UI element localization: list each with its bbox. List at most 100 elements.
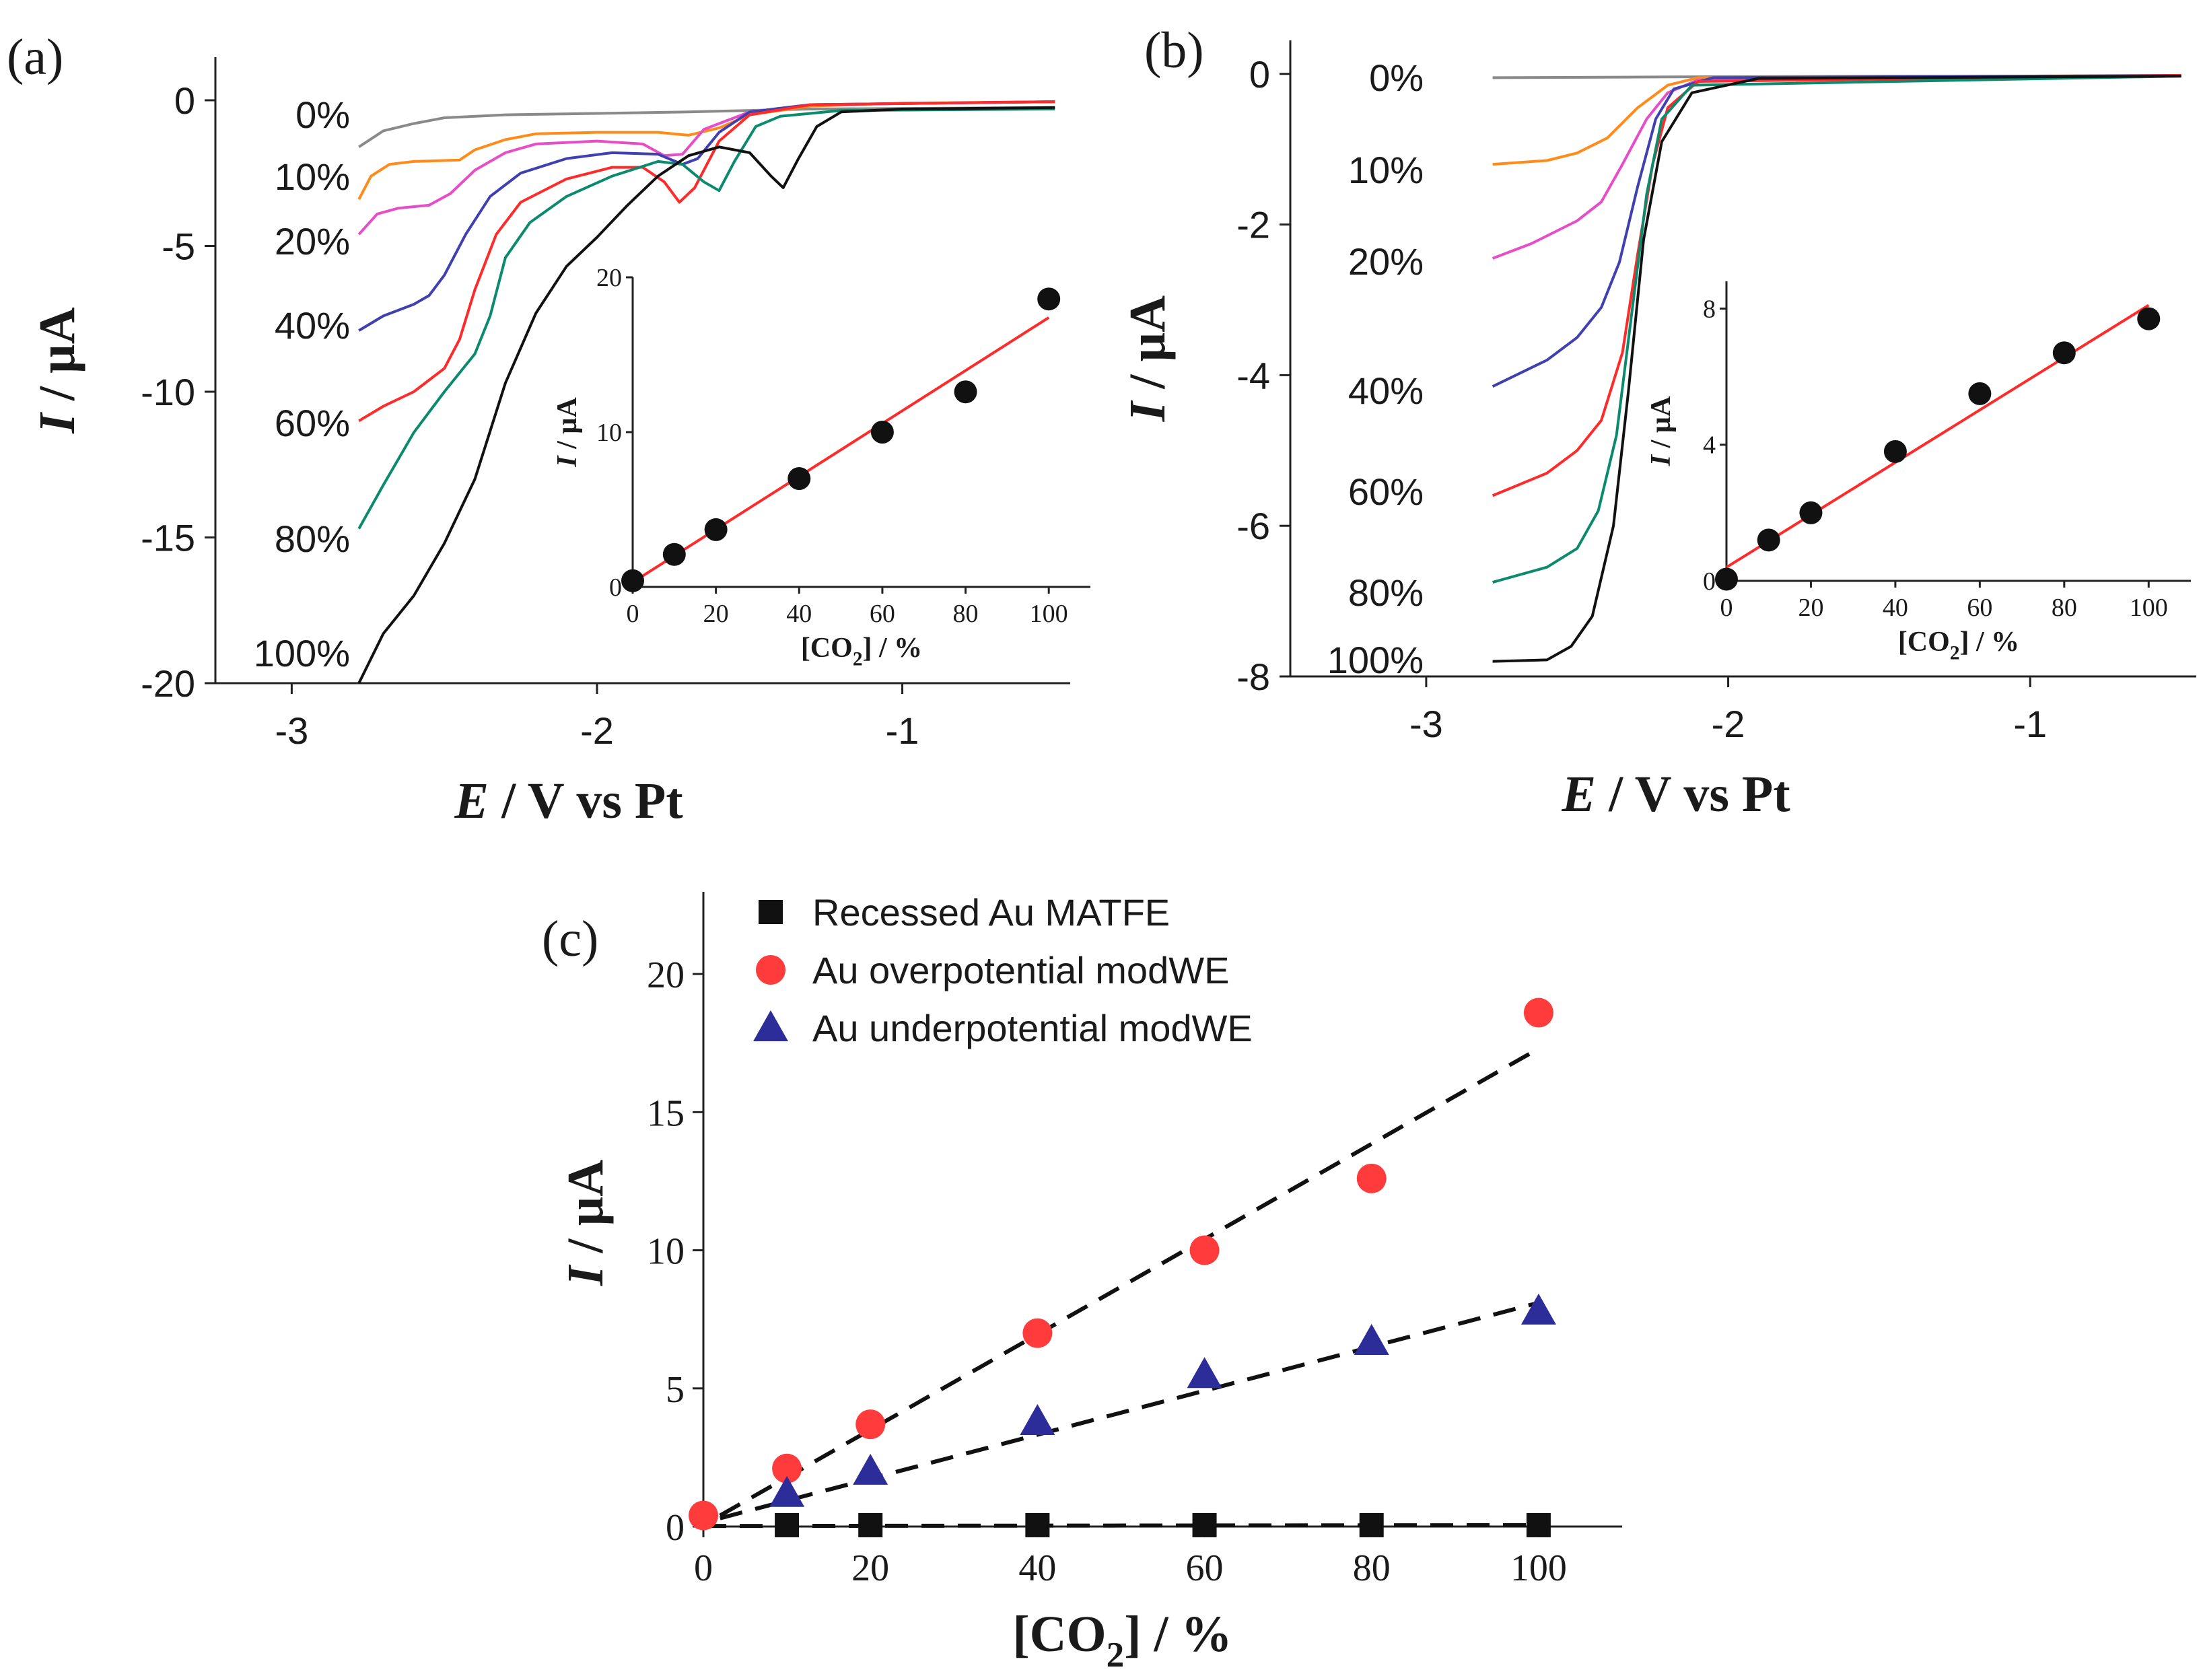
inset-y-tick-label: 10 [596,419,622,447]
inset-x-tick-label: 20 [703,600,729,628]
curve-label: 40% [275,304,350,347]
curve-20pct [357,100,1055,236]
data-point-circle [855,1409,886,1440]
legend-label: Au underpotential modWE [812,1007,1253,1049]
x-tick-label: 40 [1018,1547,1056,1589]
inset-y-tick-label: 8 [1703,295,1716,323]
inset-y-axis-title: I / µA [1646,396,1677,466]
curve-label: 10% [275,155,350,198]
curve-label: 80% [275,518,350,560]
inset-data-point [870,421,894,444]
inset-x-tick-label: 80 [2052,594,2077,622]
curve-40pct [1492,74,2181,388]
x-tick-label: -3 [275,709,308,752]
y-tick-label: -4 [1236,354,1270,396]
inset-data-point [2137,307,2161,330]
inset-data-point [2052,341,2076,365]
y-axis-title: I / µA [557,1160,614,1286]
inset-data-point [1757,528,1780,552]
inset-y-tick-label: 20 [596,264,622,292]
data-point-square [1192,1512,1217,1537]
curve-label: 80% [1348,571,1424,614]
curve-label: 60% [275,402,350,444]
y-tick-label: -2 [1236,204,1270,246]
inset-data-point [788,467,811,490]
x-tick-label: -1 [2013,703,2047,745]
inset-x-tick-label: 0 [1720,594,1733,622]
curve-10pct [1492,74,2181,166]
legend-label: Au overpotential modWE [812,949,1229,991]
curve-label: 0% [295,94,350,136]
inset-data-point [662,542,686,566]
x-tick-label: 0 [694,1547,713,1589]
panel-c: 0 5 10 15 20 0 20 40 60 80 100 Recessed Au MATFE Au … [542,891,1622,1675]
y-tick-label: 0 [1249,53,1270,96]
curve-80pct [357,108,1055,530]
y-axis-title: I / µA [29,307,85,433]
data-point-triangle [1020,1404,1055,1436]
inset-data-point [1968,382,1992,405]
data-point-square [1025,1512,1050,1537]
legend-marker-square [759,900,783,924]
x-tick-label: -2 [1712,703,1745,745]
data-point-triangle [769,1475,805,1507]
data-point-circle [1022,1318,1053,1348]
curve-label: 60% [1348,470,1424,513]
legend-marker-triangle [753,1010,788,1041]
inset-x-tick-label: 60 [870,600,895,628]
curve-40pct [358,100,1055,332]
inset-y-tick-label: 0 [1703,567,1716,596]
inset-y-axis-title: I / µA [552,397,583,468]
x-axis-title: E / V vs Pt [454,773,683,829]
curve-60pct [1492,74,2181,497]
data-point-triangle [853,1453,888,1485]
panel-label: (b) [1144,22,1204,79]
data-point-square [858,1512,883,1537]
curve-100pct [357,106,1055,684]
inset-x-tick-label: 80 [953,600,979,628]
legend-label: Recessed Au MATFE [812,891,1170,934]
inset-fit-line [631,316,1050,584]
curve-80pct [1492,75,2181,584]
y-tick-label: -20 [141,662,195,705]
y-tick-label: -15 [141,516,195,559]
data-point-square [1359,1512,1384,1537]
data-point-square [775,1512,800,1537]
inset-data-point [1799,501,1823,524]
y-tick-label: -5 [162,225,195,267]
curve-label: 20% [1348,240,1424,283]
data-point-circle [1356,1163,1387,1193]
x-axis-title: E / V vs Pt [1561,766,1790,823]
y-tick-label: 0 [666,1507,685,1549]
y-axis-title: I / µA [1119,295,1176,422]
inset-data-point [1883,440,1907,463]
x-tick-label: 20 [851,1547,889,1589]
data-point-triangle [1354,1323,1389,1355]
inset-x-tick-label: 60 [1967,594,1992,622]
inset-x-tick-label: 20 [1798,594,1823,622]
curve-label: 0% [1369,57,1424,99]
y-tick-label: 0 [174,79,195,122]
y-tick-label: 5 [666,1369,685,1411]
inset-x-axis-title: [CO2] / % [1898,627,2019,664]
curve-60pct [358,100,1055,423]
panel-label: (c) [542,911,598,967]
y-tick-label: -6 [1236,505,1270,547]
data-point-triangle [1520,1293,1556,1325]
inset-data-point [1715,567,1738,591]
inset-fit-line [1725,304,2150,569]
curve-100pct [1492,75,2181,663]
data-point-circle [1523,998,1553,1028]
data-point-circle [772,1453,802,1483]
y-tick-label: -8 [1236,656,1270,698]
y-tick-label: 20 [647,954,685,996]
inset-x-axis-title: [CO2] / % [801,633,922,670]
curve-label: 20% [275,220,350,262]
curve-label: 10% [1348,149,1424,191]
y-tick-label: 10 [647,1231,685,1273]
x-tick-label: 60 [1186,1547,1224,1589]
inset-data-point [1037,287,1061,311]
x-tick-label: -1 [886,709,919,752]
data-point-triangle [1187,1357,1222,1389]
